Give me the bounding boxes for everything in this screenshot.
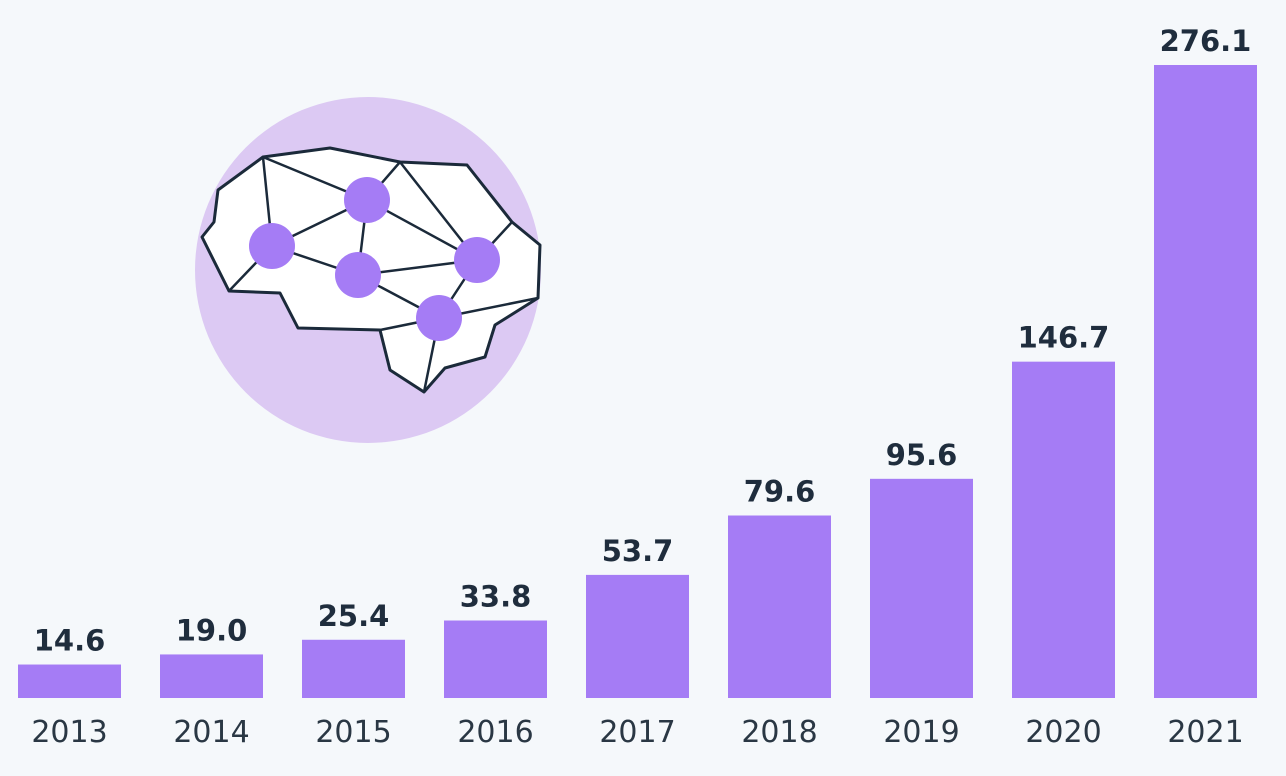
category-label-2014: 2014	[173, 715, 249, 750]
value-label-2013: 14.6	[34, 624, 106, 658]
category-label-2013: 2013	[31, 715, 107, 750]
bars-layer	[18, 65, 1257, 698]
category-label-2020: 2020	[1025, 715, 1101, 750]
category-label-2017: 2017	[599, 715, 675, 750]
bar-2019	[870, 478, 973, 698]
bar-2013	[18, 664, 121, 698]
category-label-2018: 2018	[741, 715, 817, 750]
value-label-2017: 53.7	[602, 534, 674, 568]
category-label-2015: 2015	[315, 715, 391, 750]
value-label-2018: 79.6	[744, 475, 816, 509]
value-label-2019: 95.6	[886, 438, 958, 472]
bar-2015	[302, 639, 405, 698]
category-label-2021: 2021	[1167, 715, 1243, 750]
bar-2020	[1012, 361, 1115, 698]
brain-node	[344, 177, 390, 223]
category-label-2016: 2016	[457, 715, 533, 750]
brain-node	[335, 252, 381, 298]
brain-node	[249, 223, 295, 269]
bar-2017	[586, 574, 689, 698]
category-label-2019: 2019	[883, 715, 959, 750]
bar-2021	[1154, 65, 1257, 698]
value-label-2020: 146.7	[1018, 321, 1110, 355]
value-label-2014: 19.0	[176, 613, 248, 647]
bar-2018	[728, 515, 831, 698]
brain-network-icon	[195, 97, 542, 443]
bar-2016	[444, 620, 547, 698]
value-label-2021: 276.1	[1160, 24, 1252, 58]
value-label-2015: 25.4	[318, 599, 390, 633]
value-labels-layer: 14.6 19.0 25.4 33.8 53.7 79.6 95.6 146.7 276.1	[34, 24, 1252, 658]
brain-nodes	[249, 177, 500, 341]
category-labels-layer: 2013 2014 2015 2016 2017 2018 2019 2020 2021	[31, 715, 1243, 750]
value-label-2016: 33.8	[460, 580, 532, 614]
brain-node	[454, 237, 500, 283]
bar-2014	[160, 654, 263, 698]
brain-node	[416, 295, 462, 341]
